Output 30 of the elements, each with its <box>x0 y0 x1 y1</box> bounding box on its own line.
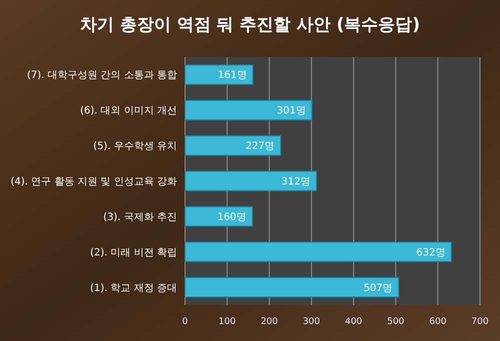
x-tick-label: 200 <box>260 317 278 327</box>
bar <box>184 64 254 85</box>
bar <box>184 277 400 298</box>
data-label: 312명 <box>281 176 310 188</box>
x-tick-label: 400 <box>344 317 362 327</box>
data-label: 632명 <box>416 247 446 258</box>
x-tick-label: 0 <box>182 317 188 327</box>
y-tick-label: (5). 우수학생 유치 <box>93 141 177 152</box>
x-tick-label: 300 <box>302 317 320 327</box>
chart-title: 차기 총장이 역점 둬 추진할 사안 (복수응답) <box>80 15 420 35</box>
y-tick-label: (1). 학교 재정 증대 <box>90 282 177 294</box>
data-label: 160명 <box>217 212 246 223</box>
y-tick-label: (3). 국제화 추진 <box>103 212 177 223</box>
x-tick-label: 700 <box>471 317 489 327</box>
bar <box>184 135 282 156</box>
bar <box>184 206 253 227</box>
x-tick-label: 500 <box>387 317 405 327</box>
y-tick-label: (2). 미래 비전 확립 <box>90 247 177 258</box>
y-tick-label: (6). 대외 이미지 개선 <box>80 106 177 117</box>
bar <box>184 170 317 192</box>
y-tick-label: (4). 연구 활동 지원 및 인성교육 강화 <box>10 176 177 188</box>
bar <box>184 100 312 120</box>
x-tick-label: 100 <box>218 317 236 327</box>
data-label: 301명 <box>276 106 306 117</box>
data-label: 227명 <box>246 141 275 152</box>
y-tick-label: (7). 대학구성원 간의 소통과 통합 <box>26 70 177 82</box>
data-label: 507명 <box>364 282 393 294</box>
x-tick-label: 600 <box>429 317 447 327</box>
bar <box>184 242 452 262</box>
data-label: 161명 <box>218 70 247 82</box>
